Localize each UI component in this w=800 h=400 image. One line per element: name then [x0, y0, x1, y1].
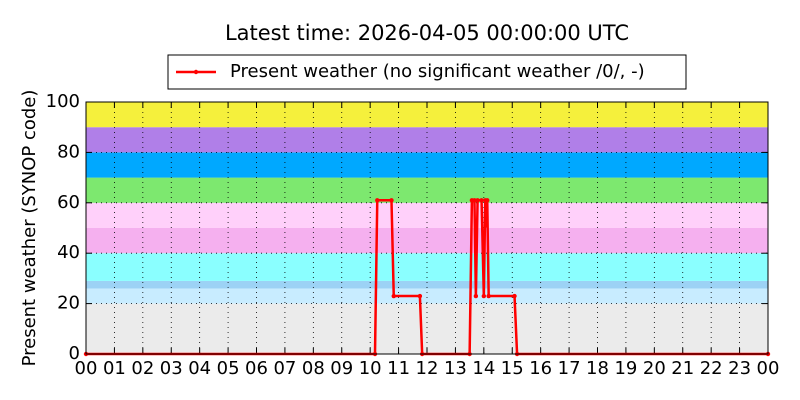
x-tick-label: 14: [472, 358, 495, 379]
data-point: [481, 293, 487, 299]
x-tick-label: 11: [387, 358, 410, 379]
x-tick-label: 00: [757, 358, 780, 379]
x-tick-label: 07: [273, 358, 296, 379]
x-tick-label: 22: [700, 358, 723, 379]
x-tick-label: 19: [614, 358, 637, 379]
x-tick-label: 16: [529, 358, 552, 379]
data-point: [473, 293, 479, 299]
y-tick-label: 20: [57, 293, 80, 314]
x-tick-label: 08: [302, 358, 325, 379]
y-axis-label: Present weather (SYNOP code): [19, 90, 40, 367]
legend-label: Present weather (no significant weather …: [230, 61, 645, 82]
background-band: [86, 127, 768, 153]
x-tick-label: 15: [501, 358, 524, 379]
y-tick-label: 0: [69, 343, 80, 364]
plot-frame: [85, 101, 769, 355]
data-point: [483, 223, 489, 228]
data-point: [475, 198, 480, 203]
x-tick-label: 21: [671, 358, 694, 379]
background-band: [86, 303, 768, 354]
x-tick-label: 12: [416, 358, 439, 379]
x-tick-label: 00: [75, 358, 98, 379]
x-tick-label: 04: [188, 358, 211, 379]
x-tick-label: 10: [359, 358, 382, 379]
y-tick-label: 100: [46, 91, 80, 112]
x-tick-label: 06: [245, 358, 268, 379]
background-band: [86, 177, 768, 203]
x-tick-label: 23: [728, 358, 751, 379]
data-point: [479, 198, 484, 203]
y-tick-label: 80: [57, 141, 80, 162]
x-tick-label: 18: [586, 358, 609, 379]
background-band: [86, 228, 768, 254]
data-point: [417, 293, 423, 299]
x-tick-label: 13: [444, 358, 467, 379]
data-point: [486, 293, 491, 299]
data-point: [391, 293, 396, 299]
background-band: [86, 288, 768, 304]
data-point: [472, 198, 477, 203]
y-tick-label: 60: [57, 192, 80, 213]
x-tick-label: 02: [131, 358, 154, 379]
background-band: [86, 152, 768, 178]
legend-box: [167, 54, 687, 90]
legend-marker: [193, 69, 199, 75]
x-tick-label: 20: [643, 358, 666, 379]
data-point: [375, 198, 380, 203]
x-tick-label: 01: [103, 358, 126, 379]
data-point: [485, 198, 490, 203]
background-band: [86, 280, 768, 289]
y-tick-label: 40: [57, 242, 80, 263]
data-point: [512, 293, 517, 299]
chart-title: Latest time: 2026-04-05 00:00:00 UTC: [225, 21, 629, 45]
x-tick-label: 09: [330, 358, 353, 379]
x-tick-label: 05: [217, 358, 240, 379]
x-tick-label: 03: [160, 358, 183, 379]
data-point: [389, 198, 394, 203]
background-band: [86, 202, 768, 228]
x-tick-label: 17: [558, 358, 581, 379]
